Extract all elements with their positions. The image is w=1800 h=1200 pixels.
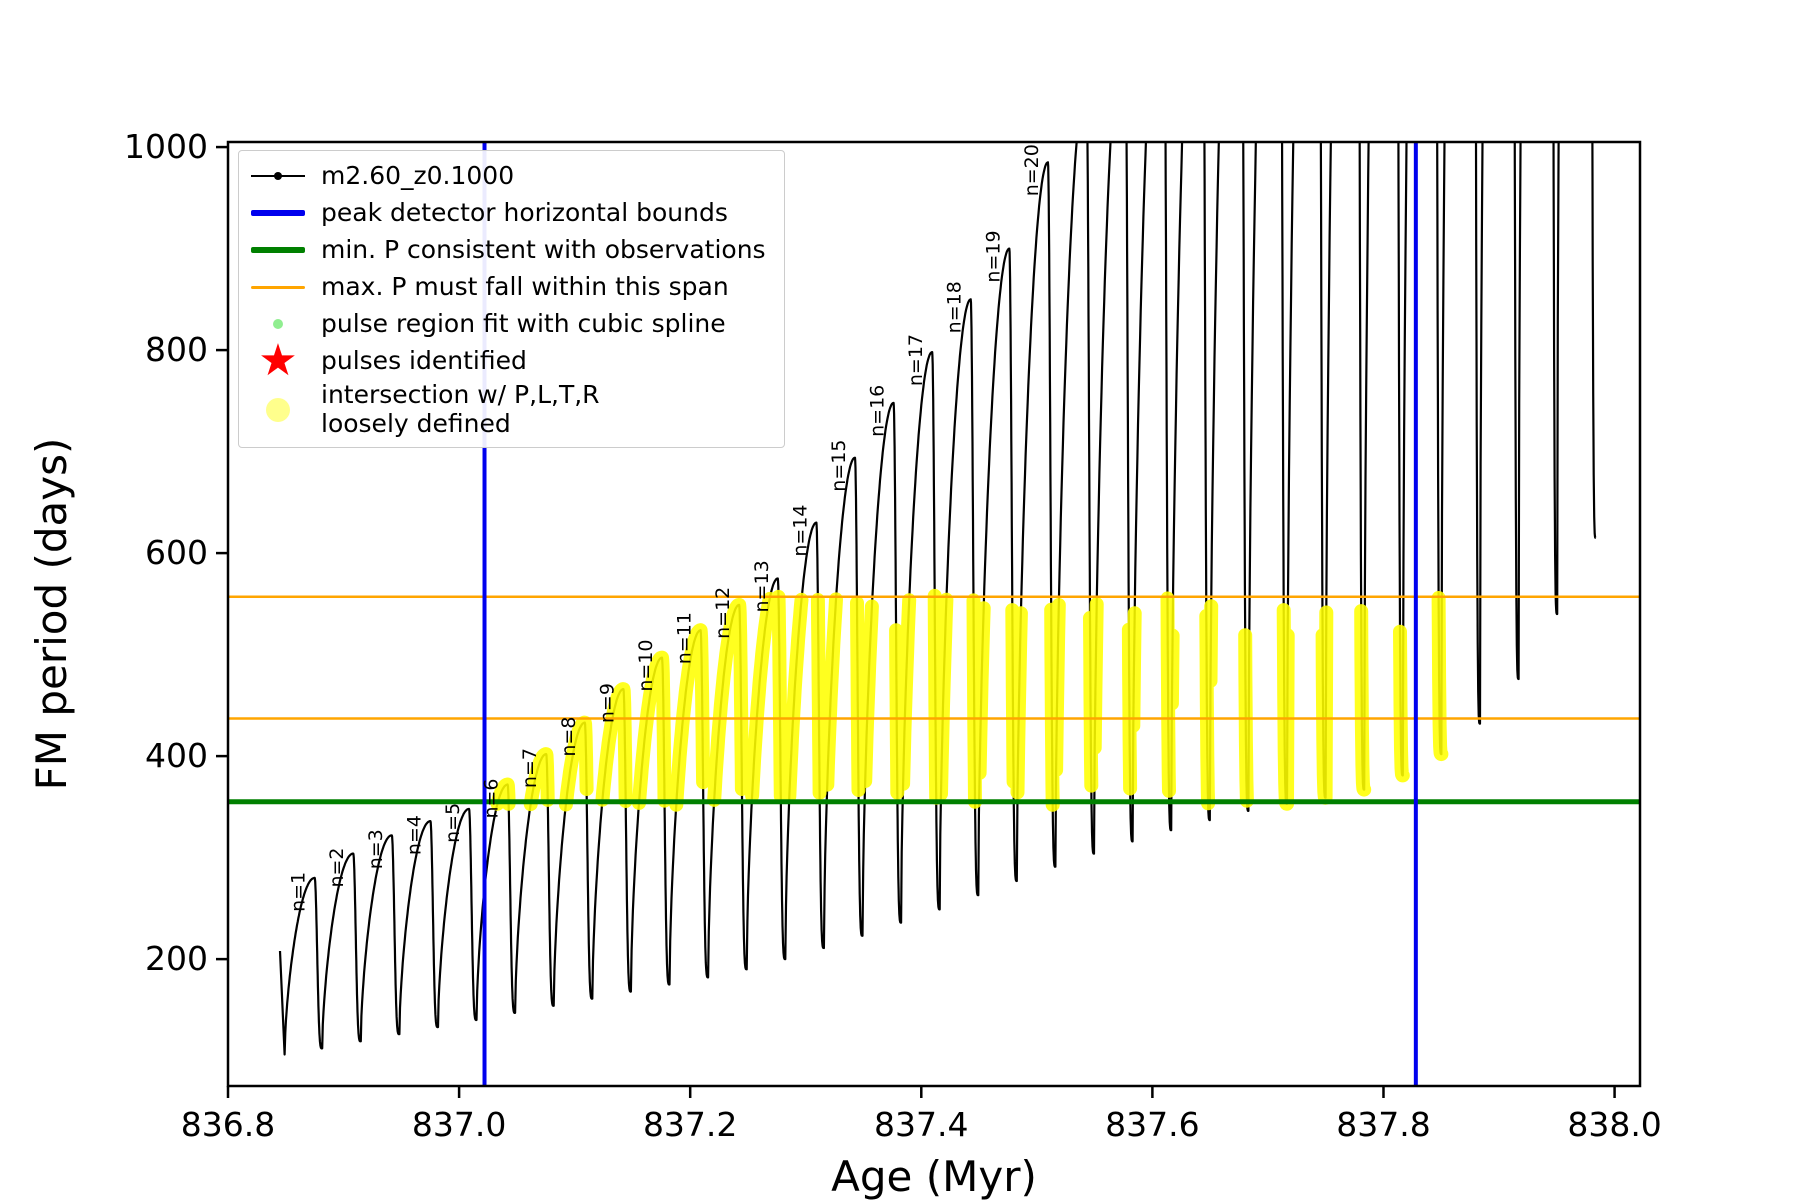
- x-tick-label: 837.0: [412, 1105, 506, 1144]
- legend-label-intersection: intersection w/ P,L,T,R loosely defined: [321, 380, 600, 438]
- y-tick-label: 200: [145, 939, 208, 978]
- pulse-label-n2: n=2: [326, 847, 348, 887]
- x-tick-label: 836.8: [181, 1105, 275, 1144]
- series-line-glyph: [251, 172, 305, 180]
- x-tick-label: 837.6: [1105, 1105, 1199, 1144]
- legend-item-spline-fit: pulse region fit with cubic spline: [249, 307, 766, 341]
- pulse-label-n6: n=6: [481, 778, 503, 818]
- pulse-label-n4: n=4: [403, 815, 425, 855]
- pulse-label-n17: n=17: [905, 334, 927, 386]
- max-p-span-glyph: [251, 285, 305, 289]
- x-tick-label: 837.2: [643, 1105, 737, 1144]
- pulse-label-n11: n=11: [674, 612, 696, 664]
- pulse-label-n19: n=19: [982, 230, 1004, 282]
- x-axis-label: Age (Myr): [831, 1152, 1037, 1200]
- pulse-label-n8: n=8: [558, 717, 580, 757]
- legend-label-vline-bounds: peak detector horizontal bounds: [321, 197, 728, 227]
- pulses-found-symbol-icon: ★: [249, 335, 307, 386]
- x-tick-label: 838.0: [1567, 1105, 1661, 1144]
- legend-item-intersection: intersection w/ P,L,T,R loosely defined: [249, 380, 766, 439]
- intersection-glyph: [266, 397, 290, 422]
- pulse-label-n10: n=10: [635, 640, 657, 692]
- series-line-symbol-icon: [249, 172, 307, 180]
- pulse-label-n14: n=14: [789, 505, 811, 557]
- y-axis-label: FM period (days): [27, 438, 76, 791]
- vline-bounds-symbol-icon: [249, 210, 307, 216]
- spline-fit-glyph: [273, 319, 283, 329]
- vline-bounds-glyph: [251, 210, 305, 216]
- y-tick-label: 400: [145, 736, 208, 775]
- axes-spines: [226, 140, 1642, 1088]
- pulse-highlight: [490, 588, 1449, 812]
- intersection-symbol-icon: [249, 397, 307, 422]
- legend-item-vline-bounds: peak detector horizontal bounds: [249, 196, 766, 230]
- pulse-label-n7: n=7: [519, 748, 541, 788]
- pulse-label-n13: n=13: [751, 560, 773, 612]
- pulse-label-n9: n=9: [596, 683, 618, 723]
- pulse-label-n20: n=20: [1021, 144, 1043, 196]
- legend-item-min-p-line: min. P consistent with observations: [249, 233, 766, 267]
- pulse-label-n16: n=16: [867, 385, 889, 437]
- legend-item-max-p-span: max. P must fall within this span: [249, 270, 766, 304]
- pulse-label-n12: n=12: [712, 587, 734, 639]
- legend-item-pulses-found: ★ pulses identified: [249, 335, 766, 386]
- pulse-label-n1: n=1: [288, 872, 310, 912]
- y-tick-label: 800: [145, 330, 208, 369]
- legend-label-spline-fit: pulse region fit with cubic spline: [321, 308, 726, 338]
- pulse-label-n5: n=5: [442, 803, 464, 843]
- legend-item-series-line: m2.60_z0.1000: [249, 159, 766, 193]
- legend-label-series-line: m2.60_z0.1000: [321, 160, 515, 190]
- legend-label-max-p-span: max. P must fall within this span: [321, 271, 729, 301]
- x-tick-label: 837.8: [1336, 1105, 1430, 1144]
- min-p-line-symbol-icon: [249, 247, 307, 253]
- spline-fit-symbol-icon: [249, 319, 307, 329]
- x-tick-label: 837.4: [874, 1105, 968, 1144]
- pulse-label-n3: n=3: [365, 829, 387, 869]
- legend-label-min-p-line: min. P consistent with observations: [321, 234, 766, 264]
- y-tick-label: 1000: [124, 127, 208, 166]
- pulses-found-glyph: ★: [258, 335, 298, 386]
- max-p-span-symbol-icon: [249, 285, 307, 289]
- pulse-label-n15: n=15: [828, 440, 850, 492]
- min-p-line-glyph: [251, 247, 305, 253]
- legend-label-pulses-found: pulses identified: [321, 345, 527, 375]
- pulse-label-n18: n=18: [944, 281, 966, 333]
- y-tick-label: 600: [145, 533, 208, 572]
